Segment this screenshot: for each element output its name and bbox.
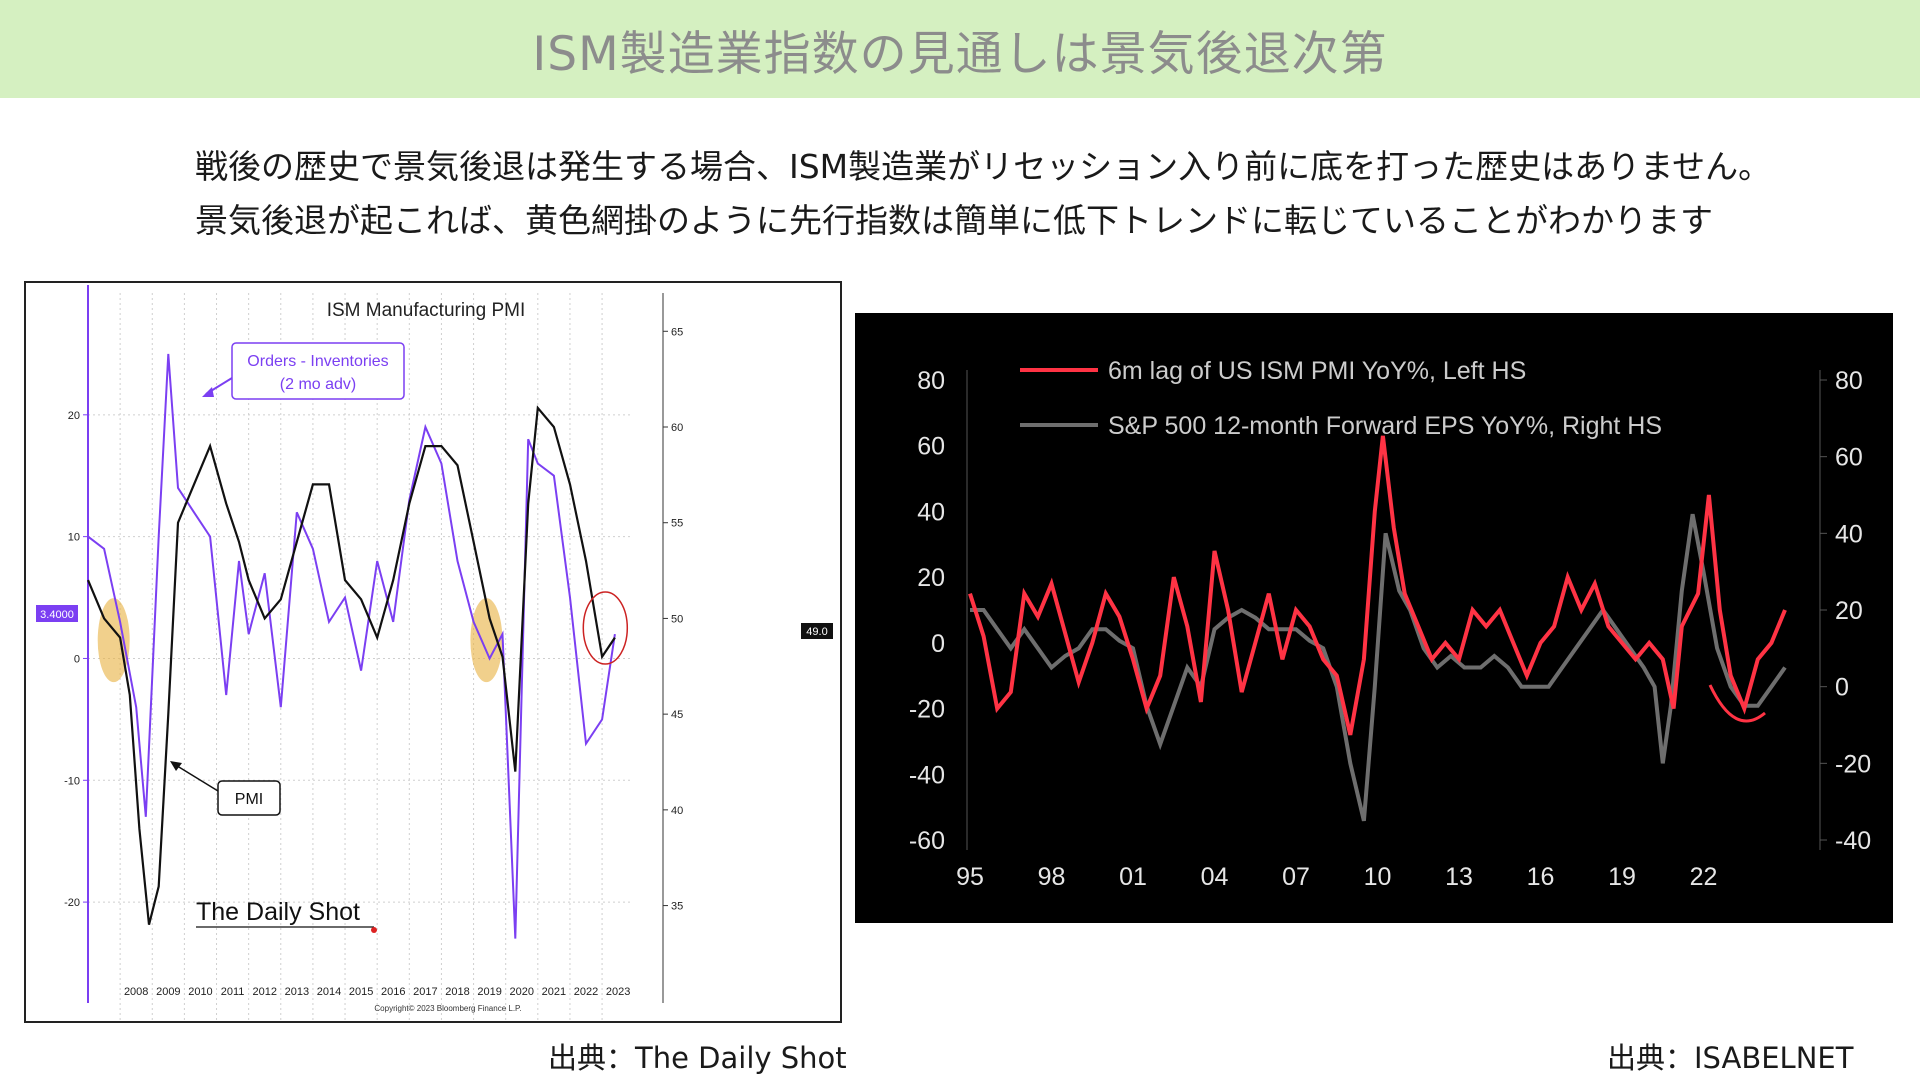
- x-tick-label: 04: [1201, 863, 1229, 891]
- right-value-tag-text: 49.0: [806, 626, 827, 638]
- legend-label-ism: 6m lag of US ISM PMI YoY%, Left HS: [1108, 357, 1526, 385]
- x-tick-label: 2017: [413, 986, 437, 998]
- x-tick-label: 22: [1690, 863, 1718, 891]
- right-tick-label: 45: [671, 709, 683, 721]
- left-tick-label: -10: [64, 775, 80, 787]
- left-tick-label: 10: [68, 532, 80, 544]
- recession-highlight-2019: [470, 598, 503, 683]
- right-tick-label: 20: [1835, 597, 1863, 625]
- orders-callout-name: Orders - Inventories: [247, 353, 388, 370]
- right-tick-label: 50: [671, 613, 683, 625]
- left-tick-label: -40: [909, 761, 945, 789]
- right-tick-label: 0: [1835, 674, 1849, 702]
- right-tick-label: 80: [1835, 367, 1863, 395]
- orders-callout-box: [231, 342, 405, 400]
- left-tick-label: -20: [909, 696, 945, 724]
- x-tick-label: 2023: [606, 986, 630, 998]
- right-tick-label: 65: [671, 326, 683, 338]
- x-tick-label: 01: [1119, 863, 1147, 891]
- x-tick-label: 2022: [574, 986, 598, 998]
- right-tick-label: 60: [1835, 444, 1863, 472]
- x-tick-label: 19: [1608, 863, 1636, 891]
- daily-shot-logo: The Daily Shot: [196, 898, 360, 926]
- right-tick-label: 40: [1835, 520, 1863, 548]
- x-tick-label: 2018: [445, 986, 469, 998]
- source-left: 出典：The Daily Shot: [548, 1041, 847, 1075]
- left-value-tag: [36, 605, 78, 622]
- pmi-callout-arrow: [173, 763, 219, 792]
- left-chart-title: ISM Manufacturing PMI: [327, 300, 526, 321]
- x-tick-label: 2011: [221, 986, 245, 998]
- right-tick-label: 60: [671, 422, 683, 434]
- series-eps-line: [970, 513, 1787, 822]
- right-tick-label: 40: [671, 805, 683, 817]
- x-tick-label: 2014: [317, 986, 341, 998]
- recent-highlight-circle: [582, 591, 629, 665]
- right-tick-label: -40: [1835, 827, 1871, 855]
- x-tick-label: 10: [1364, 863, 1392, 891]
- right-value-tag: [801, 623, 833, 639]
- x-tick-label: 2008: [124, 986, 148, 998]
- intro-text: 戦後の歴史で景気後退は発生する場合、ISM製造業がリセッション入り前に底を打った…: [195, 140, 1895, 248]
- x-tick-label: 98: [1038, 863, 1066, 891]
- x-tick-label: 07: [1282, 863, 1310, 891]
- orders-callout-arrowhead: [202, 387, 214, 397]
- series-ism-line: [968, 435, 1787, 736]
- title-banner: ISM製造業指数の見通しは景気後退次第: [0, 0, 1920, 98]
- pmi-callout-arrowhead: [170, 761, 182, 771]
- legend-label-eps: S&P 500 12-month Forward EPS YoY%, Right…: [1108, 412, 1662, 440]
- x-tick-label: 2010: [188, 986, 212, 998]
- x-tick-label: 95: [956, 863, 984, 891]
- source-right: 出典：ISABELNET: [1607, 1041, 1854, 1075]
- ism-pmi-chart: 2008 2009 2010 2011 2012 2013 2014 2015 2016 2017…: [36, 285, 833, 1024]
- left-tick-label: 40: [917, 498, 945, 526]
- x-tick-label: 2013: [285, 986, 309, 998]
- series-orders-inventories-line: [87, 353, 616, 939]
- page-title: ISM製造業指数の見通しは景気後退次第: [532, 26, 1388, 82]
- x-tick-label: 2016: [381, 986, 405, 998]
- x-tick-label: 2021: [542, 986, 566, 998]
- right-tick-label: -20: [1835, 750, 1871, 778]
- x-tick-label: 2019: [477, 986, 501, 998]
- trend-annotation-curve: [1708, 684, 1766, 723]
- pmi-vs-eps-chart-panel: 80 60 40 20 0 -20 -40 -60 80 60 40 20 0 -20 -40 95 98 01 0…: [855, 313, 1893, 923]
- pmi-callout-label: PMI: [235, 791, 263, 808]
- series-pmi-line: [86, 405, 616, 925]
- right-tick-label: 35: [671, 901, 683, 913]
- intro-line-2: 景気後退が起これば、黄色網掛のように先行指数は簡単に低下トレンドに転じていること…: [195, 201, 1713, 240]
- copyright-text: Copyright© 2023 Bloomberg Finance L.P.: [374, 1004, 521, 1013]
- right-tick-label: 55: [671, 518, 683, 530]
- left-tick-label: -60: [909, 827, 945, 855]
- ism-pmi-chart-panel: 2008 2009 2010 2011 2012 2013 2014 2015 2016 2017…: [24, 281, 842, 1024]
- x-tick-label: 16: [1527, 863, 1555, 891]
- daily-shot-dot: [371, 927, 377, 933]
- x-tick-label: 2009: [156, 986, 180, 998]
- left-value-tag-text: 3.4000: [40, 609, 74, 621]
- left-tick-label: 20: [917, 564, 945, 592]
- left-tick-label: 80: [917, 367, 945, 395]
- x-tick-label: 2012: [252, 986, 276, 998]
- left-tick-label: -20: [64, 897, 80, 909]
- x-tick-label: 13: [1445, 863, 1473, 891]
- x-tick-label: 2015: [349, 986, 373, 998]
- orders-callout-adv: (2 mo adv): [280, 376, 356, 393]
- left-tick-label: 0: [74, 653, 80, 665]
- left-tick-label: 0: [931, 630, 945, 658]
- pmi-callout-box: [217, 780, 281, 816]
- intro-line-1: 戦後の歴史で景気後退は発生する場合、ISM製造業がリセッション入り前に底を打った…: [195, 147, 1772, 186]
- left-tick-label: 20: [68, 410, 80, 422]
- x-tick-label: 2020: [510, 986, 534, 998]
- pmi-vs-eps-chart: 80 60 40 20 0 -20 -40 -60 80 60 40 20 0 -20 -40 95 98 01 0…: [909, 357, 1871, 891]
- left-tick-label: 60: [917, 433, 945, 461]
